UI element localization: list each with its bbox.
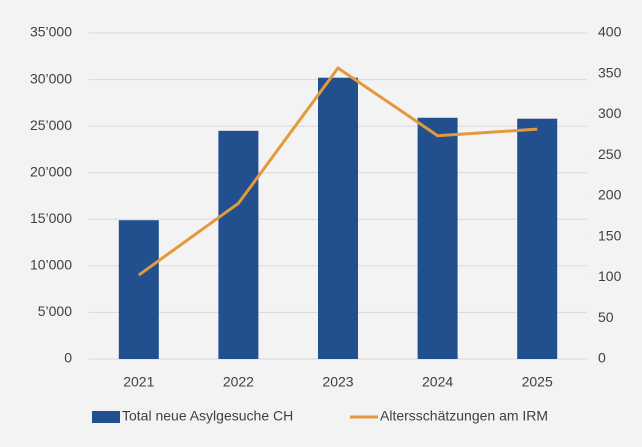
bar — [118, 220, 159, 359]
x-tick-label: 2023 — [322, 374, 353, 390]
y2-tick-label: 400 — [598, 24, 622, 40]
x-tick-label: 2025 — [522, 374, 553, 390]
line — [137, 65, 538, 277]
y-tick-label: 20’000 — [30, 163, 72, 179]
y-tick-label: 15’000 — [30, 210, 72, 226]
y2-tick-label: 250 — [598, 146, 622, 162]
y2-tick-label: 100 — [598, 268, 622, 284]
x-tick-label: 2022 — [223, 374, 254, 390]
bar — [218, 130, 259, 359]
legend-swatch — [92, 411, 120, 423]
bar — [318, 77, 358, 360]
y-tick-label: 30’000 — [30, 70, 72, 86]
y2-tick-label: 200 — [598, 187, 622, 203]
y-tick-label: 25’000 — [30, 117, 72, 133]
y-tick-label: 0 — [64, 350, 72, 366]
y2-tick-label: 350 — [598, 64, 622, 80]
y2-tick-label: 300 — [598, 105, 622, 121]
bar — [417, 117, 458, 359]
y2-tick-label: 150 — [598, 227, 622, 243]
y-tick-label: 35’000 — [30, 24, 72, 40]
legend-label: Altersschätzungen am IRM — [380, 408, 548, 424]
bar — [517, 118, 558, 359]
x-tick-label: 2024 — [422, 374, 453, 390]
y-tick-label: 5’000 — [38, 303, 72, 319]
y2-tick-label: 0 — [598, 350, 606, 366]
x-tick-label: 2021 — [123, 374, 154, 390]
y-tick-label: 10’000 — [30, 257, 72, 273]
y2-tick-label: 50 — [598, 309, 614, 325]
legend-label: Total neue Asylgesuche CH — [122, 408, 293, 424]
